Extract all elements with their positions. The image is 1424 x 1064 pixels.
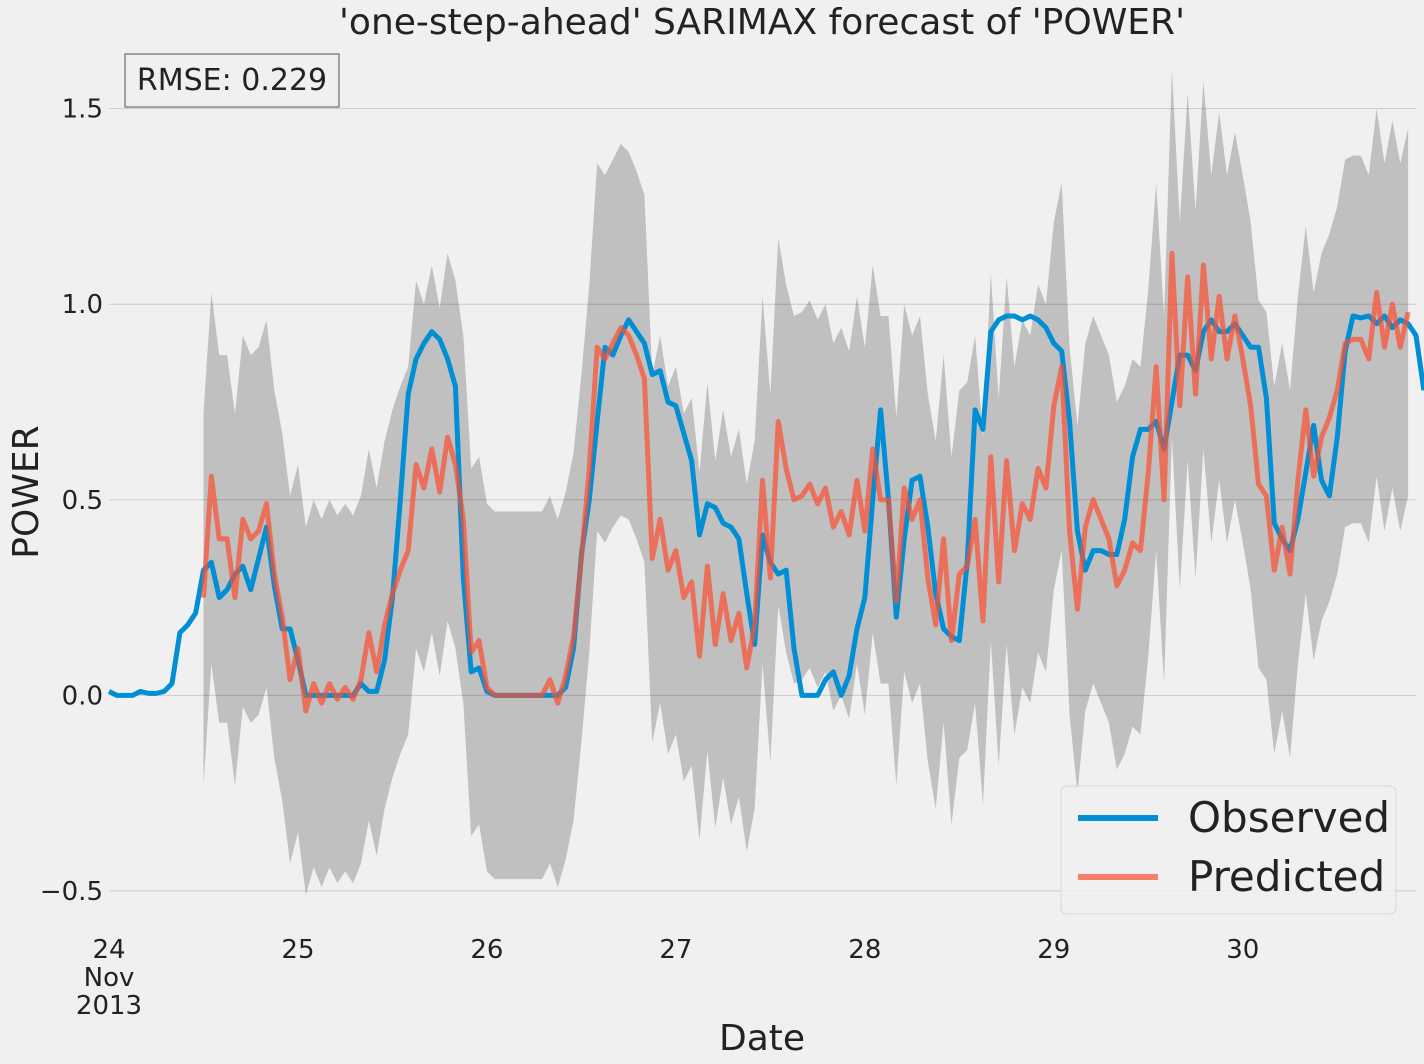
x-tick-label: 30 xyxy=(1226,935,1259,965)
x-axis-label: Date xyxy=(719,1018,805,1059)
x-tick-label: 24 xyxy=(92,935,125,965)
x-tick-label: 27 xyxy=(659,935,692,965)
confidence-band xyxy=(203,69,1409,895)
legend: Observed Predicted xyxy=(1060,785,1397,915)
y-tick-label: 1.5 xyxy=(62,95,103,125)
y-tick-labels: −0.5 0.0 0.5 1.0 1.5 xyxy=(40,95,103,907)
series-line-predicted xyxy=(200,250,1411,714)
rmse-box xyxy=(124,53,340,108)
rmse-annotation: RMSE: 0.229 xyxy=(124,53,340,108)
x-tick-label: 28 xyxy=(848,935,881,965)
series-lines xyxy=(107,250,1424,714)
legend-label-observed: Observed xyxy=(1188,793,1390,842)
x-tick-label: Nov xyxy=(84,963,135,993)
x-tick-label: 2013 xyxy=(76,991,142,1021)
confidence-interval-area xyxy=(203,69,1409,895)
y-axis-label: POWER xyxy=(6,425,47,558)
rmse-text: RMSE: 0.229 xyxy=(137,63,327,98)
legend-label-predicted: Predicted xyxy=(1188,852,1385,901)
x-tick-label: 29 xyxy=(1037,935,1070,965)
y-tick-label: −0.5 xyxy=(40,877,103,907)
chart-title: 'one-step-ahead' SARIMAX forecast of 'PO… xyxy=(339,2,1185,43)
y-tick-label: 0.5 xyxy=(62,486,103,516)
y-tick-label: 0.0 xyxy=(62,681,103,711)
x-tick-label: 25 xyxy=(281,935,314,965)
y-tick-label: 1.0 xyxy=(62,290,103,320)
x-tick-label: 26 xyxy=(470,935,503,965)
